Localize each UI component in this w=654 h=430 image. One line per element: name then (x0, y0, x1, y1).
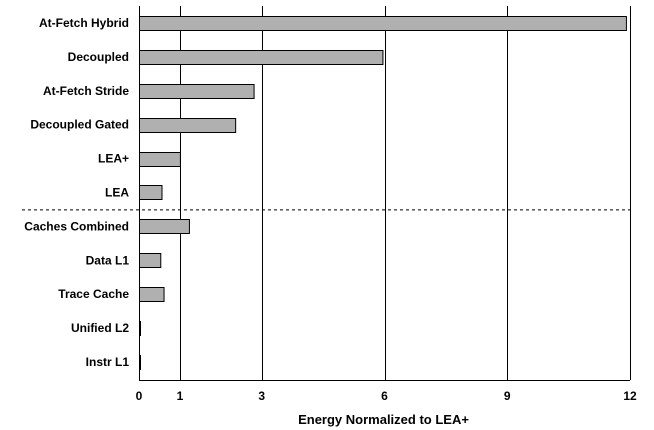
category-label-7: Data L1 (86, 253, 130, 267)
category-labels: At-Fetch Hybrid Decoupled At-Fetch Stride D… (24, 16, 129, 369)
bar-1 (139, 50, 384, 65)
bar-8 (139, 287, 165, 302)
x-axis-title: Energy Normalized to LEA+ (298, 412, 469, 427)
x-tick-label-5: 12 (623, 389, 637, 403)
x-tick-label-1: 1 (177, 389, 184, 403)
category-label-4: LEA+ (98, 152, 129, 166)
bar-7 (139, 253, 162, 268)
x-tick-label-2: 3 (258, 389, 265, 403)
category-label-2: At-Fetch Stride (43, 84, 129, 98)
grid-lines (180, 6, 631, 380)
axes (22, 6, 630, 381)
category-label-0: At-Fetch Hybrid (39, 16, 129, 30)
category-label-9: Unified L2 (71, 321, 129, 335)
x-tick-label-4: 9 (504, 389, 511, 403)
category-label-8: Trace Cache (58, 287, 129, 301)
x-tick-labels: 0 1 3 6 9 12 (136, 389, 637, 403)
bars (139, 16, 627, 370)
x-tick-label-3: 6 (381, 389, 388, 403)
bar-3 (139, 118, 237, 133)
bar-0 (139, 16, 627, 31)
category-label-6: Caches Combined (24, 219, 129, 233)
bar-6 (139, 219, 190, 234)
category-label-1: Decoupled (68, 50, 129, 64)
bar-2 (139, 84, 255, 99)
category-label-10: Instr L1 (86, 355, 130, 369)
category-label-5: LEA (105, 185, 129, 199)
x-tick-label-0: 0 (136, 389, 143, 403)
bar-5 (139, 185, 163, 200)
category-label-3: Decoupled Gated (30, 118, 129, 132)
bar-4 (139, 152, 181, 167)
